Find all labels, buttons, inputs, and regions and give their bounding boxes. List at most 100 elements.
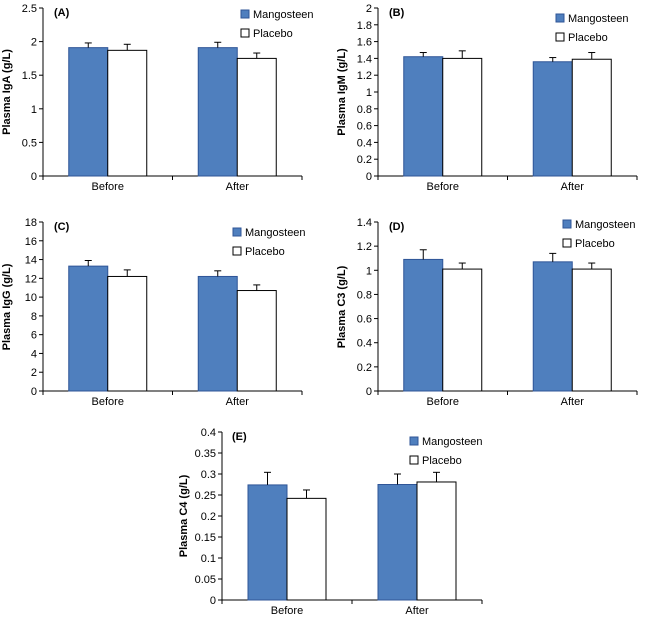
y-tick-label: 0.15: [195, 532, 216, 544]
legend-label-placebo: Placebo: [422, 455, 462, 467]
legend-label-placebo: Placebo: [575, 238, 615, 250]
y-tick-label: 0: [366, 171, 372, 183]
y-tick-label: 0.05: [195, 574, 216, 586]
legend-swatch-mangosteen: [562, 219, 572, 229]
y-tick-label: 0.5: [22, 137, 37, 149]
legend: Mangosteen Placebo: [562, 219, 636, 250]
y-tick-label: 0.2: [201, 511, 216, 523]
bar-mangosteen-before: [403, 258, 444, 392]
x-tick-label: After: [561, 181, 585, 193]
y-tick-label: 0.35: [195, 448, 216, 460]
y-axis-label: Plasma IgG (g/L): [1, 263, 13, 350]
legend-label-placebo: Placebo: [253, 28, 293, 40]
bar-placebo-before: [442, 57, 483, 177]
chart-panel-c: 0 2 4 6 8 10 12 14 16 18 Before After Plasma IgG (g/…: [1, 217, 306, 408]
y-axis-label: Plasma C4 (g/L): [178, 474, 190, 557]
x-tick-label: After: [561, 396, 585, 408]
y-tick-label: 1.2: [357, 241, 372, 253]
legend-swatch-mangosteen: [240, 9, 250, 19]
y-tick-label: 0.4: [201, 427, 216, 439]
legend: Mangosteen Placebo: [240, 9, 314, 40]
chart-panel-a: 0 0.5 1 1.5 2 2.5 Before After Plasma IgA (g/L) (…: [1, 3, 314, 193]
legend-swatch-mangosteen: [409, 436, 419, 446]
bar-placebo-after: [416, 481, 457, 601]
y-tick-label: 0.8: [357, 289, 372, 301]
y-tick-label: 1.8: [357, 20, 372, 32]
y-tick-label: 14: [25, 255, 37, 267]
y-tick-label: 2: [366, 3, 372, 15]
legend-label-mangosteen: Mangosteen: [575, 219, 636, 231]
legend-label-mangosteen: Mangosteen: [568, 13, 629, 25]
y-tick-label: 2.5: [22, 3, 37, 15]
legend-label-mangosteen: Mangosteen: [245, 227, 306, 239]
y-tick-label: 0.2: [357, 154, 372, 166]
bar-placebo-after: [236, 57, 277, 177]
legend-label-placebo: Placebo: [568, 32, 608, 44]
bar-mangosteen-before: [247, 484, 288, 601]
bar-mangosteen-after: [532, 61, 573, 177]
bar-mangosteen-after: [377, 484, 418, 601]
y-tick-label: 0.1: [201, 553, 216, 565]
bar-placebo-before: [107, 275, 148, 392]
y-tick-label: 10: [25, 292, 37, 304]
y-tick-label: 2: [31, 367, 37, 379]
panel-label: (D): [389, 221, 405, 233]
legend-swatch-placebo: [555, 32, 565, 42]
y-tick-label: 0.3: [201, 469, 216, 481]
legend-label-mangosteen: Mangosteen: [253, 9, 314, 21]
bar-mangosteen-before: [403, 56, 444, 177]
bar-mangosteen-before: [68, 47, 109, 177]
bar-mangosteen-after: [197, 275, 238, 392]
panel-label: (C): [54, 221, 70, 233]
legend: Mangosteen Placebo: [232, 227, 306, 258]
panel-label: (E): [232, 431, 247, 443]
y-tick-label: 16: [25, 236, 37, 248]
x-tick-label: After: [226, 396, 250, 408]
bar-placebo-after: [236, 290, 277, 392]
chart-panel-b: 0 0.2 0.4 0.6 0.8 1 1.2 1.4 1.6 1.8 2 Before After Pl…: [336, 3, 638, 193]
y-tick-label: 1.6: [357, 37, 372, 49]
legend-swatch-placebo: [240, 28, 250, 38]
chart-panel-e: 0 0.05 0.1 0.15 0.2 0.25 0.3 0.35 0.4 Before After…: [178, 427, 483, 617]
legend-swatch-placebo: [409, 455, 419, 465]
y-tick-label: 0.6: [357, 121, 372, 133]
x-tick-label: Before: [427, 396, 459, 408]
legend-swatch-placebo: [562, 238, 572, 248]
y-axis-label: Plasma C3 (g/L): [336, 265, 348, 348]
y-tick-label: 0.25: [195, 490, 216, 502]
y-tick-label: 18: [25, 217, 37, 229]
legend-label-placebo: Placebo: [245, 246, 285, 258]
bar-placebo-after: [571, 58, 612, 177]
legend-swatch-mangosteen: [232, 227, 242, 237]
legend: Mangosteen Placebo: [555, 13, 629, 44]
y-tick-label: 1.2: [357, 70, 372, 82]
bar-placebo-before: [107, 49, 148, 177]
y-tick-label: 0.4: [357, 338, 372, 350]
y-tick-label: 0: [366, 386, 372, 398]
legend-label-mangosteen: Mangosteen: [422, 436, 483, 448]
x-tick-label: Before: [271, 605, 303, 617]
y-tick-label: 0.2: [357, 362, 372, 374]
bar-mangosteen-after: [532, 261, 573, 392]
panel-label: (B): [389, 7, 405, 19]
y-tick-label: 1.4: [357, 217, 372, 229]
bar-placebo-before: [442, 268, 483, 392]
y-axis-label: Plasma IgA (g/L): [1, 49, 13, 135]
bar-mangosteen-before: [68, 265, 109, 392]
y-tick-label: 0: [210, 595, 216, 607]
panel-label: (A): [54, 7, 70, 19]
y-tick-label: 12: [25, 273, 37, 285]
y-tick-label: 0.8: [357, 104, 372, 116]
bar-placebo-after: [571, 268, 612, 392]
y-tick-label: 0: [31, 386, 37, 398]
x-tick-label: After: [405, 605, 429, 617]
y-tick-label: 2: [31, 37, 37, 49]
x-tick-label: After: [226, 181, 250, 193]
y-tick-label: 1.5: [22, 70, 37, 82]
y-tick-label: 4: [31, 348, 37, 360]
y-tick-label: 6: [31, 330, 37, 342]
y-tick-label: 1: [31, 104, 37, 116]
chart-panel-d: 0 0.2 0.4 0.6 0.8 1 1.2 1.4 Before After Plasma C3…: [336, 217, 638, 408]
y-tick-label: 1: [366, 265, 372, 277]
